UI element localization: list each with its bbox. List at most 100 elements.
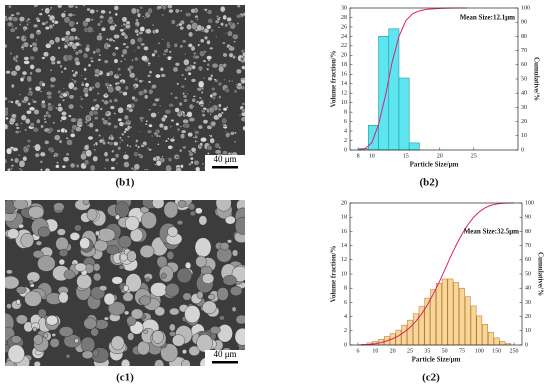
- x-axis-label: Particle Size/μm: [410, 161, 459, 169]
- particle: [198, 96, 203, 100]
- particle: [62, 87, 66, 90]
- y2-tick-label: 100: [525, 200, 534, 206]
- particle: [70, 27, 77, 33]
- particle: [112, 51, 116, 55]
- particle: [41, 8, 44, 11]
- scale-bar-label: 40 μm: [213, 349, 236, 359]
- particle: [51, 104, 55, 108]
- particle: [160, 343, 179, 363]
- particle: [222, 107, 228, 112]
- particle: [188, 345, 200, 357]
- particle: [57, 5, 63, 9]
- particle: [49, 338, 60, 348]
- particle: [179, 25, 185, 31]
- y-tick-label: 12: [341, 91, 347, 97]
- particle: [84, 82, 90, 88]
- y2-axis-label: Cumulative/%: [532, 57, 540, 101]
- particle: [35, 240, 43, 246]
- particle: [209, 137, 215, 144]
- particle: [10, 335, 22, 344]
- particle: [214, 19, 220, 24]
- particle: [183, 98, 188, 103]
- particle: [96, 22, 102, 27]
- particle: [226, 106, 229, 109]
- particle: [79, 237, 91, 250]
- particle: [217, 107, 222, 112]
- x-tick-label: 250: [510, 348, 519, 354]
- particle: [220, 111, 224, 115]
- particle: [203, 8, 208, 12]
- particle: [215, 200, 232, 212]
- particle: [48, 131, 52, 134]
- particle: [169, 125, 172, 128]
- particle: [233, 89, 238, 94]
- particle: [98, 134, 102, 137]
- particle: [166, 43, 171, 49]
- particle: [185, 90, 188, 93]
- particle: [168, 8, 174, 14]
- particle: [35, 118, 41, 124]
- particle: [41, 99, 46, 105]
- particle: [7, 344, 25, 364]
- particle: [156, 143, 160, 146]
- particle: [114, 12, 118, 17]
- particle: [93, 148, 97, 152]
- bar: [499, 341, 506, 346]
- particle: [231, 306, 237, 312]
- particle: [164, 109, 172, 115]
- particle: [227, 30, 233, 37]
- particle: [235, 14, 242, 19]
- particle: [92, 110, 99, 116]
- particle: [20, 122, 23, 125]
- particle: [101, 99, 105, 103]
- particle: [122, 91, 128, 97]
- particle: [60, 70, 64, 74]
- particle: [100, 9, 106, 15]
- particle: [184, 77, 187, 81]
- particle: [220, 22, 224, 27]
- particle: [49, 84, 55, 88]
- particle: [18, 223, 24, 229]
- particle: [197, 80, 205, 89]
- particle: [140, 211, 157, 229]
- particle: [83, 317, 97, 330]
- particle: [236, 22, 240, 25]
- particle: [74, 70, 79, 75]
- particle: [183, 53, 187, 55]
- particle: [176, 155, 179, 159]
- particle: [136, 148, 139, 151]
- particle: [89, 56, 94, 61]
- particle: [178, 22, 183, 27]
- particle: [215, 35, 218, 39]
- y-axis-label: Volume fraction/%: [330, 50, 338, 107]
- particle: [186, 65, 193, 72]
- particle: [240, 116, 245, 122]
- particle: [209, 46, 214, 50]
- x-tick-label: 25: [407, 348, 413, 354]
- particle: [29, 71, 33, 76]
- particle: [103, 292, 116, 306]
- particle: [118, 136, 122, 140]
- particle: [143, 168, 146, 171]
- particle: [166, 250, 175, 260]
- particle: [28, 87, 33, 92]
- particle: [140, 42, 146, 47]
- particle: [195, 255, 207, 268]
- particle: [76, 273, 92, 290]
- annotation: Mean Size:32.5μm: [464, 228, 519, 236]
- particle: [181, 129, 187, 134]
- particle: [182, 292, 192, 301]
- particle: [102, 141, 106, 146]
- particle: [9, 27, 16, 33]
- particle: [55, 236, 69, 251]
- particle: [114, 82, 119, 86]
- x-tick-label: 10: [369, 153, 375, 159]
- particle: [103, 151, 109, 157]
- particle: [215, 14, 220, 19]
- particle: [23, 95, 29, 103]
- particle: [15, 35, 21, 40]
- particle: [28, 280, 35, 285]
- particle: [137, 153, 142, 157]
- y2-tick-label: 10: [525, 328, 531, 334]
